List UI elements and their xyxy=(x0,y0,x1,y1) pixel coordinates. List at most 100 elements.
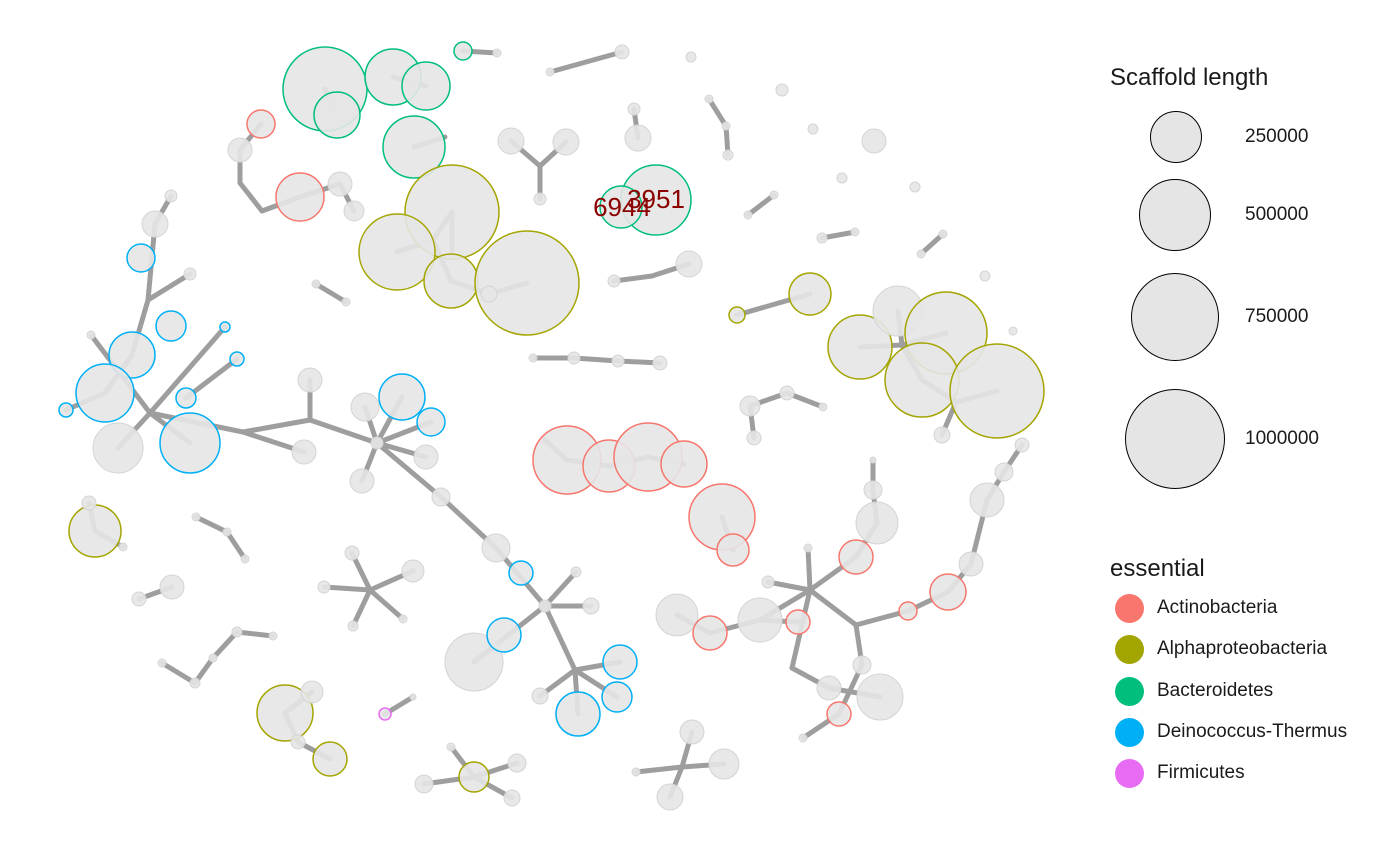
scaffold-node xyxy=(486,617,522,653)
size-legend-circle xyxy=(1125,389,1225,489)
scaffold-node xyxy=(884,342,960,418)
scaffold-node xyxy=(175,387,197,409)
scaffold-node xyxy=(769,190,779,200)
scaffold-node xyxy=(722,149,734,161)
graph-nodes xyxy=(58,41,1045,811)
legend-entry-firmicutes: Firmicutes xyxy=(1115,758,1395,788)
scaffold-node xyxy=(602,644,638,680)
graph-edge xyxy=(145,271,193,303)
scaffold-node xyxy=(86,330,96,340)
scaffold-node xyxy=(656,783,684,811)
graph-edge xyxy=(237,180,265,214)
scaffold-node xyxy=(413,444,439,470)
size-legend-label: 750000 xyxy=(1245,306,1309,327)
scaffold-node xyxy=(655,593,699,637)
size-legend-entry: 500000 xyxy=(1110,179,1370,251)
scaffold-node xyxy=(679,719,705,745)
node-label-3951: 3951 xyxy=(627,184,685,214)
scaffold-node xyxy=(614,44,630,60)
scaffold-node xyxy=(909,181,921,193)
scaffold-node xyxy=(409,693,417,701)
scaffold-node xyxy=(533,192,547,206)
scaffold-node xyxy=(401,559,425,583)
scaffold-node xyxy=(503,789,521,807)
scaffold-node xyxy=(716,533,750,567)
scaffold-node xyxy=(704,94,714,104)
node-label-6944: 6944 xyxy=(593,192,651,222)
scaffold-node xyxy=(1008,326,1018,336)
scaffold-node xyxy=(256,684,314,742)
scaffold-node xyxy=(863,480,883,500)
legend-entry-deinococcus-thermus: Deinococcus-Thermus xyxy=(1115,717,1395,747)
scaffold-node xyxy=(652,355,668,371)
scaffold-node xyxy=(246,109,276,139)
scaffold-node xyxy=(398,614,408,624)
scaffold-node xyxy=(746,430,762,446)
scaffold-node xyxy=(341,297,351,307)
size-legend-title: Scaffold length xyxy=(1110,64,1269,91)
scaffold-node xyxy=(552,128,580,156)
legend-label: Deinococcus-Thermus xyxy=(1157,721,1348,742)
scaffold-node xyxy=(775,83,789,97)
size-legend-entry: 1000000 xyxy=(1110,389,1370,489)
scaffold-node xyxy=(624,124,652,152)
scaffold-node xyxy=(528,353,538,363)
scaffold-node xyxy=(240,554,250,564)
scaffold-node xyxy=(416,407,446,437)
scaffold-node xyxy=(627,102,641,116)
scaffold-node xyxy=(291,439,317,465)
size-legend-entry: 250000 xyxy=(1110,111,1370,163)
graph-edge xyxy=(819,229,858,241)
graph-edge xyxy=(350,587,373,629)
scaffold-node xyxy=(779,385,795,401)
scaffold-node xyxy=(343,200,365,222)
legend-swatch xyxy=(1115,593,1144,623)
scaffold-node xyxy=(685,51,697,63)
scaffold-node xyxy=(675,250,703,278)
scaffold-node xyxy=(231,626,243,638)
scaffold-node xyxy=(869,456,877,464)
size-legend-label: 250000 xyxy=(1245,126,1309,147)
legend-entry-actinobacteria: Actinobacteria xyxy=(1115,593,1395,623)
scaffold-node xyxy=(159,412,221,474)
scaffold-node xyxy=(126,243,156,273)
essential-color-legend: essential Actinobacteria Alphaproteobact… xyxy=(1110,557,1347,788)
graph-edge xyxy=(542,569,579,609)
scaffold-node xyxy=(431,487,451,507)
scaffold-node xyxy=(538,599,552,613)
scaffold-node xyxy=(531,687,549,705)
scaffold-node xyxy=(474,230,580,336)
scaffold-node xyxy=(191,512,201,522)
scaffold-node xyxy=(850,227,860,237)
graph-edge xyxy=(147,324,228,416)
graph-edge xyxy=(234,629,276,639)
scaffold-node xyxy=(508,560,534,586)
graph-edge xyxy=(159,660,198,686)
scaffold-node xyxy=(183,267,197,281)
scaffold-node xyxy=(344,545,360,561)
scaffold-node xyxy=(601,681,633,713)
graph-edge xyxy=(367,587,406,622)
graph-edge xyxy=(313,281,349,305)
scaffold-node xyxy=(570,566,582,578)
scaffold-node xyxy=(567,351,581,365)
scaffold-node xyxy=(785,609,811,635)
scaffold-node xyxy=(898,601,918,621)
scaffold-node xyxy=(131,591,147,607)
scaffold-node xyxy=(979,270,991,282)
scaffold-node xyxy=(349,468,375,494)
size-legend-circle xyxy=(1139,179,1211,251)
scaffold-node xyxy=(856,673,904,721)
scaffold-node xyxy=(555,691,601,737)
scaffold-node xyxy=(446,742,456,752)
scaffold-node xyxy=(458,761,490,793)
graph-edge xyxy=(542,603,578,673)
scaffold-node xyxy=(481,533,511,563)
scaffold-node xyxy=(382,115,446,179)
graph-edge xyxy=(745,192,777,218)
scaffold-node xyxy=(949,343,1045,439)
scaffold-node xyxy=(708,748,740,780)
scaffold-node xyxy=(739,395,761,417)
scaffold-node xyxy=(836,172,848,184)
scaffold-node xyxy=(189,677,201,689)
